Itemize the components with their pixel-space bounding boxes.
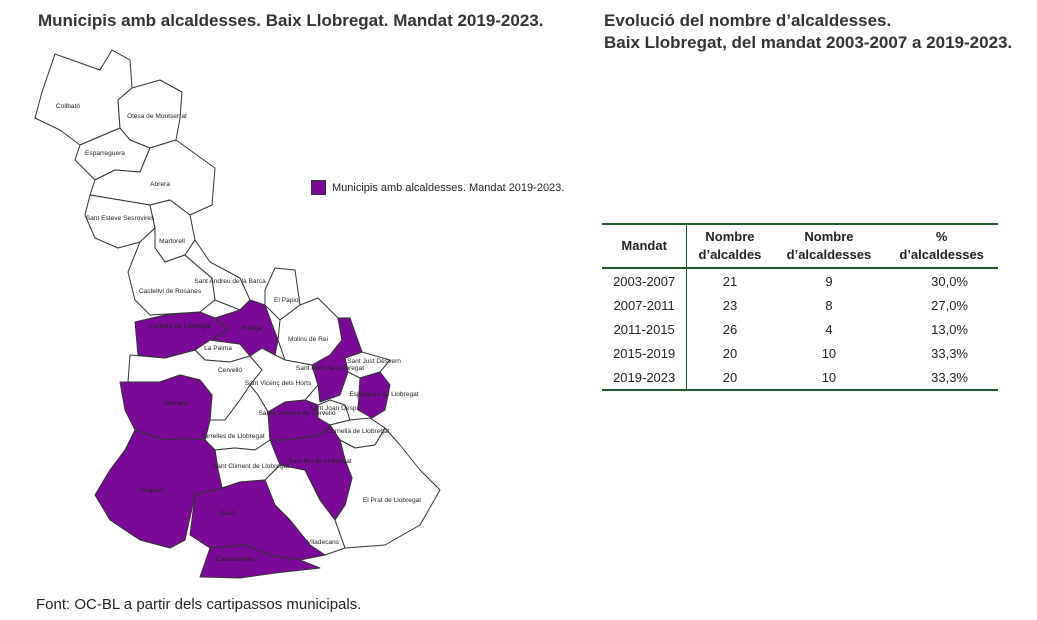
cell-mandat: 2015-2019 [602,341,688,365]
label-la-palma: La Palma [204,345,232,352]
label-molins: Molins de Rei [288,336,328,343]
legend-label: Municipis amb alcaldesses. Mandat 2019-2… [332,181,565,194]
vallirana-region [119,374,213,441]
label-castelldefels: Castelldefels [216,556,254,563]
label-sant-esteve: Sant Esteve Sesrovires [86,215,155,222]
label-abrera: Abrera [150,181,170,188]
el-prat-region [334,427,441,549]
header-alcaldesses: Nombre d’alcaldesses [786,229,872,262]
mandates-table: Mandat Nombre d’alcaldes Nombre d’alcaldes… [602,223,998,391]
map-highlighted [94,299,391,579]
label-olesa: Olesa de Montserrat [127,113,187,120]
cell-mandat: 2019-2023 [602,365,688,390]
cell-alcaldes: 20 [722,345,738,361]
label-martorell: Martorell [159,238,185,245]
map-base [34,49,441,556]
label-gava: Gavà [219,510,235,517]
cell-mandat: 2003-2007 [602,268,688,293]
label-sant-andreu: Sant Andreu de la Barca [194,278,266,285]
map-legend: Municipis amb alcaldesses. Mandat 2019-2… [311,180,564,195]
table-row: 2011-2015 26 4 13,0% [602,317,998,341]
map-title: Municipis amb alcaldesses. Baix Llobrega… [38,11,544,30]
label-cornella: Cornellà de Llobregat [326,428,389,435]
label-sant-feliu: Sant Feliu de Llobregat [296,365,364,372]
label-sant-boi: Sant Boi de Llobregat [288,458,352,465]
label-torrelles: Torrelles de Llobregat [201,433,265,440]
table-row: 2003-2007 21 9 30,0% [602,268,998,293]
cell-alcaldesses: 9 [825,273,833,289]
label-esplugues: Esplugues de Llobregat [349,391,418,398]
table-title-line2: Baix Llobregat, del mandat 2003-2007 a 2… [604,33,1013,52]
cell-alcaldes: 26 [722,321,738,337]
label-papiol: El Papiol [274,297,301,304]
cell-mandat: 2011-2015 [602,317,688,341]
cell-percent: 33,3% [931,369,968,385]
header-mandat: Mandat [602,224,688,268]
header-percent: % d’alcaldesses [899,229,984,262]
label-viladecans: Viladecans [307,539,340,546]
table-row: 2007-2011 23 8 27,0% [602,293,998,317]
header-alcaldes: Nombre d’alcaldes [698,229,762,262]
cell-alcaldes: 21 [722,273,738,289]
table-header-row: Mandat Nombre d’alcaldes Nombre d’alcaldes… [602,224,998,268]
label-castellvi: Castellví de Rosanes [139,288,202,295]
source-note: Font: OC-BL a partir dels cartipassos mu… [36,596,362,613]
label-begues: Begues [141,487,164,494]
label-corbera: Corbera de Llobregat [149,323,211,330]
label-sant-vicenc: Sant Vicenç dels Horts [245,380,312,387]
table-row: 2019-2023 20 10 33,3% [602,365,998,390]
cell-alcaldesses: 10 [821,369,837,385]
legend-swatch [311,180,326,195]
label-vallirana: Vallirana [163,400,189,407]
cell-alcaldes: 23 [722,297,738,313]
cell-percent: 30,0% [931,273,968,289]
begues-region [94,429,223,549]
cell-percent: 13,0% [931,321,968,337]
label-sant-climent: Sant Climent de Llobregat [213,463,289,470]
label-el-prat: El Prat de Llobregat [363,497,421,504]
table-title: Evolució del nombre d’alcaldesses. Baix … [604,10,1012,54]
palleja-region [209,299,279,357]
label-sant-joan: Sant Joan Despí [310,405,359,412]
cell-alcaldes: 20 [722,369,738,385]
label-cervello: Cervelló [218,367,243,374]
municipalities-map: Collbató Olesa de Montserrat Esparreguer… [34,49,441,579]
table-row: 2015-2019 20 10 33,3% [602,341,998,365]
castelldefels-region [199,544,321,579]
cell-alcaldesses: 4 [825,321,833,337]
table-title-line1: Evolució del nombre d’alcaldesses. [604,11,892,30]
cell-percent: 27,0% [931,297,968,313]
cell-alcaldesses: 8 [825,297,833,313]
label-santa-coloma: Santa Coloma de Cervelló [259,410,336,417]
esplugues-region [357,371,391,419]
label-esparreguera: Esparreguera [85,150,125,157]
cell-alcaldesses: 10 [821,345,837,361]
cell-percent: 33,3% [931,345,968,361]
sant-feliu-region [311,317,363,403]
map-labels: Collbató Olesa de Montserrat Esparreguer… [56,103,421,563]
cell-mandat: 2007-2011 [602,293,688,317]
label-sant-just: Sant Just Desvern [347,358,401,365]
sant-boi-region [269,424,353,521]
label-collbato: Collbató [56,103,81,110]
label-palleja: Pallejà [242,325,262,332]
